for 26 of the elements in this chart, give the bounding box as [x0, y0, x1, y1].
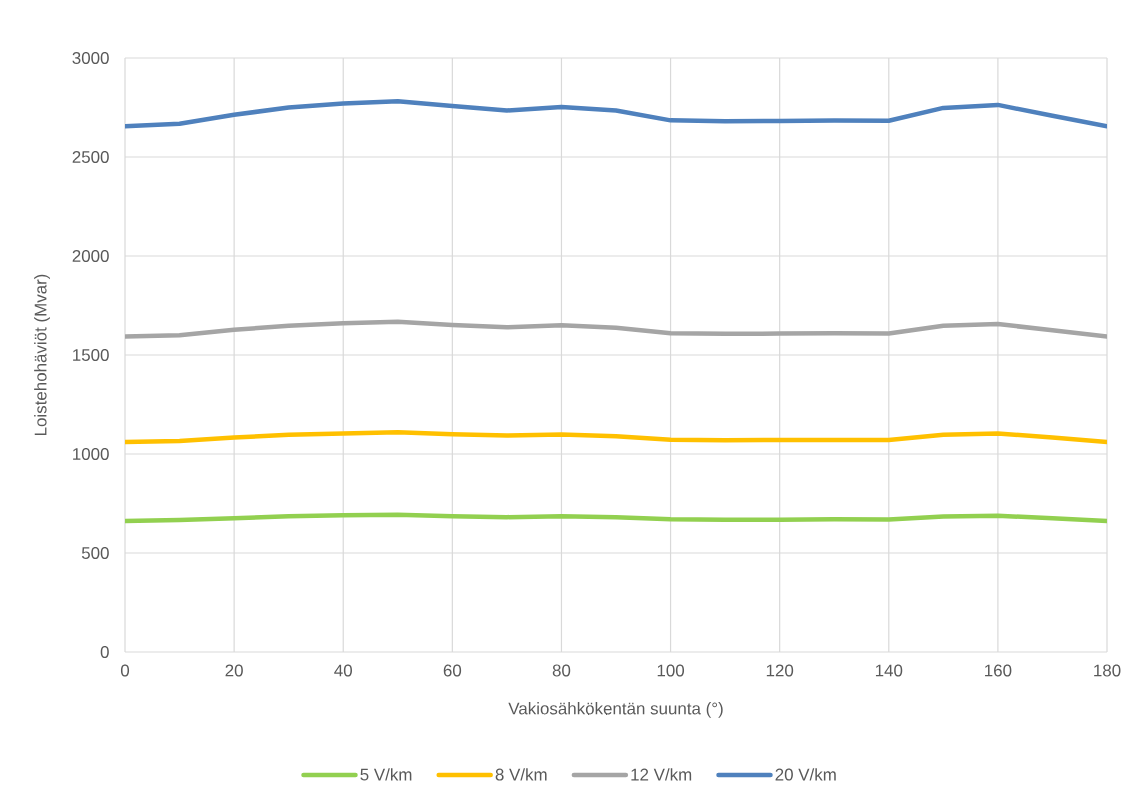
x-tick-label: 40 [334, 664, 352, 677]
y-tick-label: 2500 [72, 150, 109, 163]
x-axis-title: Vakiosähkökentän suunta (°) [508, 702, 723, 718]
x-tick-label: 180 [1094, 664, 1121, 677]
x-tick-label: 100 [657, 664, 685, 677]
x-tick-label: 120 [766, 664, 794, 677]
legend-label: 20 V/km [775, 768, 836, 781]
y-tick-label: 0 [100, 645, 109, 658]
y-tick-label: 1000 [73, 447, 109, 460]
y-tick-label: 3000 [72, 51, 109, 64]
line-series [125, 98, 1108, 129]
legend-label: 8 V/km [495, 768, 547, 781]
legend-label: 5 V/km [360, 768, 412, 781]
legend-label: 12 V/km [631, 768, 692, 781]
x-tick-label: 140 [875, 664, 903, 677]
x-tick-label: 80 [552, 664, 571, 677]
y-tick-label: 1500 [73, 348, 109, 361]
x-tick-label: 160 [985, 664, 1012, 677]
y-axis-title: Loistehohäviöt (Mvar) [34, 274, 50, 436]
line-series [125, 319, 1108, 339]
x-tick-label: 0 [120, 664, 130, 677]
x-tick-label: 20 [225, 664, 243, 677]
y-tick-label: 500 [81, 546, 109, 559]
y-tick-label: 2000 [72, 249, 109, 262]
line-series [125, 512, 1108, 524]
x-tick-label: 60 [443, 664, 462, 677]
